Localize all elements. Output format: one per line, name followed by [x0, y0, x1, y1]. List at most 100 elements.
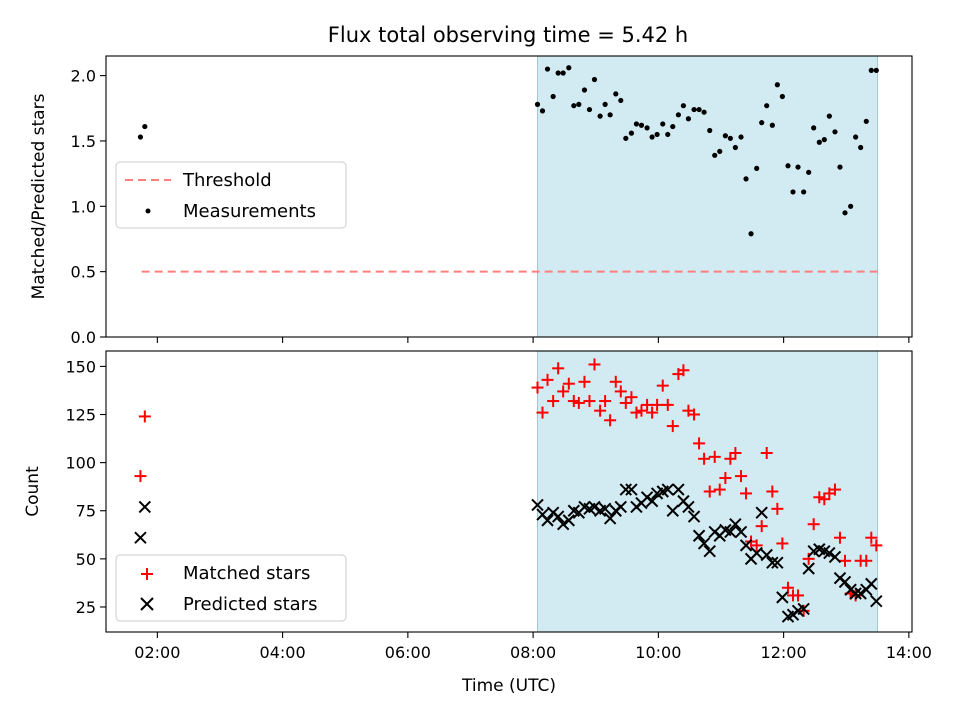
measurement-point [649, 134, 655, 140]
predicted-stars-point [614, 500, 627, 514]
x-tick-label: 10:00 [635, 643, 681, 662]
measurement-point [607, 112, 613, 118]
x-axis-label: Time (UTC) [461, 676, 556, 696]
measurement-point [560, 70, 566, 76]
predicted-stars-point [661, 483, 674, 496]
measurement-point [665, 131, 671, 138]
matched-stars-point [740, 487, 753, 500]
predicted-stars-point [588, 500, 601, 514]
measurement-point [591, 76, 598, 83]
measurement-point [832, 129, 838, 135]
matched-stars-point [708, 450, 721, 463]
x-tick-label: 08:00 [510, 643, 556, 662]
measurement-point [680, 103, 687, 109]
ratio-axes-frame [105, 55, 913, 338]
predicted-stars-point [603, 512, 617, 525]
y-tick-label: 150 [65, 357, 96, 376]
measurement-point [774, 82, 780, 88]
predicted-stars-point [138, 500, 152, 514]
measurement-point [670, 123, 676, 130]
predicted-stars-point [556, 518, 570, 531]
count-panel: 25 50 75 100 125 150 02:00 04:00 06:00 08:00 10:0… [23, 350, 932, 696]
predicted-stars-point [645, 494, 659, 508]
x-tick-label: 14:00 [886, 643, 932, 662]
measurement-point [748, 231, 754, 237]
x-tick-label: 04:00 [260, 643, 306, 662]
predicted-stars-point [687, 510, 701, 523]
measurement-point [675, 112, 682, 118]
measurement-point [853, 134, 859, 140]
matched-stars-point [619, 396, 632, 409]
measurement-point [597, 113, 603, 119]
predicted-stars-point [598, 502, 612, 516]
predicted-stars-point [625, 483, 638, 496]
predicted-stars-point [672, 483, 685, 496]
measurement-point [137, 134, 144, 140]
x-tick-label: 12:00 [761, 643, 807, 662]
predicted-stars-point [849, 587, 862, 600]
predicted-stars-point [734, 525, 748, 539]
x-tick-label: 02:00 [134, 643, 180, 662]
predicted-stars-point [766, 556, 779, 569]
predicted-stars-point [531, 498, 544, 512]
count-x-ticks: 02:00 04:00 06:00 08:00 10:00 12:00 14:00 [134, 632, 932, 662]
x-tick-label: 06:00 [385, 643, 431, 662]
y-tick-label: 0.5 [71, 263, 96, 282]
matched-stars-point [766, 485, 779, 498]
matched-stars-point [724, 452, 737, 465]
count-legend: Matched stars Predicted stars [115, 554, 347, 622]
predicted-stars-point [865, 577, 878, 591]
count-series [134, 358, 883, 623]
measurement-point [811, 125, 817, 131]
measurement-point [685, 116, 692, 122]
matched-stars-point [134, 470, 147, 483]
measurement-point [759, 120, 765, 126]
measurement-point [602, 101, 608, 107]
y-tick-label: 0.0 [71, 328, 96, 347]
measurement-point [633, 121, 640, 127]
predicted-stars-point [703, 544, 716, 558]
matched-stars-point [713, 483, 726, 496]
matched-stars-point [755, 520, 768, 533]
matched-stars-point [792, 589, 805, 602]
predicted-stars-point [697, 537, 711, 550]
measurement-point [837, 164, 843, 170]
predicted-stars-point [666, 504, 679, 517]
predicted-stars-point [823, 546, 836, 560]
predicted-stars-point [797, 602, 810, 616]
measurement-point [623, 135, 629, 141]
predicted-stars-point [729, 518, 742, 531]
y-tick-label: 25 [76, 598, 96, 617]
predicted-stars-point [134, 531, 147, 544]
measurement-point [581, 87, 588, 93]
predicted-stars-point [776, 591, 789, 604]
measurement-point [660, 121, 666, 127]
matched-stars-point [865, 531, 878, 544]
y-tick-label: 2.0 [71, 67, 96, 86]
y-tick-label: 75 [76, 502, 96, 521]
measurement-point [868, 67, 874, 73]
matched-stars-point [536, 406, 549, 419]
legend-predicted-swatch [140, 597, 154, 611]
figure-title: Flux total observing time = 5.42 h [328, 23, 688, 47]
matched-stars-point [703, 485, 716, 498]
matched-stars-point [693, 437, 706, 450]
ratio-y-axis-label: Matched/Predicted stars [29, 93, 49, 299]
matched-stars-point [776, 537, 789, 550]
measurement-point [785, 163, 791, 169]
measurement-point [743, 176, 749, 182]
matched-stars-point [828, 483, 841, 496]
matched-stars-point [656, 379, 669, 392]
legend-matched-label: Matched stars [183, 563, 310, 584]
measurement-point [764, 103, 770, 109]
y-tick-label: 100 [65, 454, 96, 473]
matched-stars-point [138, 410, 151, 423]
measurement-point [550, 93, 556, 100]
matched-stars-point [541, 373, 554, 386]
measurement-point [816, 139, 822, 145]
legend-predicted-label: Predicted stars [183, 594, 317, 615]
predicted-stars-point [750, 546, 763, 560]
matched-stars-point [729, 447, 742, 460]
predicted-stars-point [724, 525, 737, 539]
matched-stars-point [677, 364, 690, 377]
